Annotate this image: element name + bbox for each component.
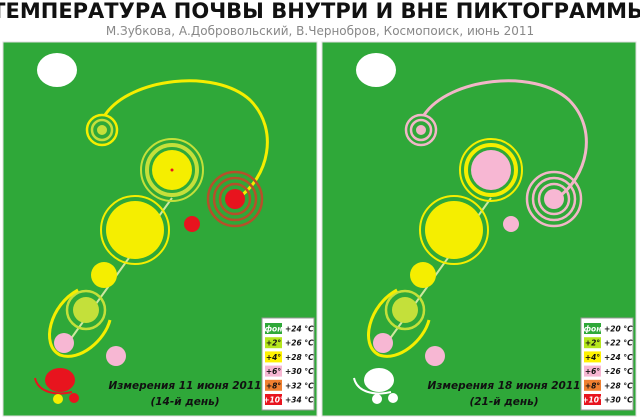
legend-swatch (265, 394, 282, 405)
legend-temp: +26 °C (285, 339, 314, 348)
subtitle: М.Зубкова, А.Добровольский, В.Чернобров,… (106, 24, 534, 38)
legend-label: фон (584, 325, 602, 334)
legend-swatch (584, 365, 601, 377)
legend-swatch (265, 337, 282, 349)
legend-temp: +30 °C (285, 367, 314, 376)
legend-swatch (584, 337, 601, 349)
legend-label: фон (265, 325, 283, 334)
legend-swatch (584, 379, 601, 391)
legend-temp: +32 °C (285, 381, 314, 390)
caption: Измерения 18 июня 2011 (428, 380, 581, 392)
legend-temp: +22 °C (604, 339, 633, 348)
legend-swatch (265, 323, 282, 334)
day: (14-й день) (150, 396, 219, 408)
legend-temp: +30 °C (604, 396, 633, 405)
legend-temp: +24 °C (285, 325, 314, 334)
legend-swatch (584, 351, 601, 363)
legend-label: +6° (266, 367, 282, 376)
legend-label: +4° (266, 353, 282, 362)
legend-label: +4° (585, 353, 601, 362)
legend-temp: +20 °C (604, 325, 633, 334)
caption: Измерения 11 июня 2011 (109, 380, 262, 392)
legend-temp: +26 °C (604, 367, 633, 376)
legend-swatch (584, 394, 601, 405)
legend-temp: +24 °C (604, 353, 633, 362)
legend-swatch (265, 365, 282, 377)
legend-swatch (584, 323, 601, 334)
legend-label: +2° (585, 339, 601, 348)
legend-label: +8° (266, 381, 282, 390)
legend-temp: +28 °C (285, 353, 314, 362)
legend-swatch (265, 379, 282, 391)
legend-label: +2° (266, 339, 282, 348)
legend-label: +10° (263, 396, 284, 405)
legend-temp: +28 °C (604, 381, 633, 390)
title: ТЕМПЕРАТУРА ПОЧВЫ ВНУТРИ И ВНЕ ПИКТОГРАМ… (0, 0, 640, 23)
panel: Измерения 11 июня 2011 (14-й день) фон +24 … (2, 41, 318, 417)
legend-label: +10° (582, 396, 603, 405)
panel: Измерения 18 июня 2011 (21-й день) фон +20 … (321, 41, 637, 417)
day: (21-й день) (469, 396, 538, 408)
legend-label: +6° (585, 367, 601, 376)
legend-temp: +34 °C (285, 396, 314, 405)
legend-label: +8° (585, 381, 601, 390)
legend-swatch (265, 351, 282, 363)
